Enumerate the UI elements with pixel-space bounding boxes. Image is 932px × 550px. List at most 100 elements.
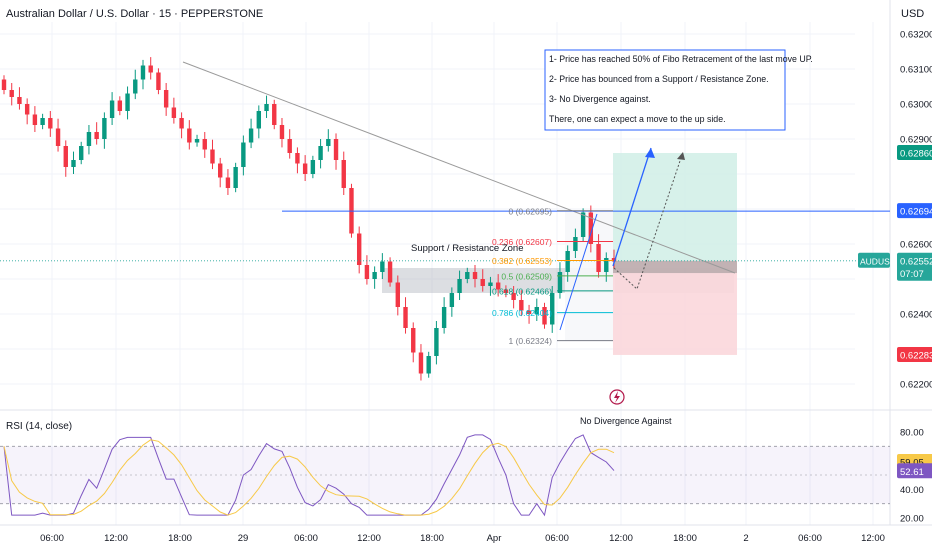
candle-body — [457, 279, 462, 293]
candle-body — [580, 212, 586, 237]
time-label: 18:00 — [168, 533, 192, 544]
impulse-line — [559, 213, 598, 331]
rsi-title: RSI (14, close) — [6, 421, 72, 432]
candles-layer — [1, 57, 617, 381]
price-axis[interactable]: 0.63200 0.63100 0.63000 0.62900 0.62600 0.624… — [858, 30, 932, 391]
time-label: 18:00 — [673, 533, 697, 544]
rsi-ma-label: 59.05 — [900, 458, 924, 469]
candle-body — [503, 289, 509, 293]
candle-body — [86, 132, 92, 146]
current-price-bg — [897, 252, 932, 281]
current-price: 0.62552 — [900, 256, 932, 267]
time-label: 12:00 — [104, 533, 128, 544]
rsi-line — [3, 434, 615, 517]
candle-body — [542, 307, 547, 325]
candle-body — [526, 310, 532, 314]
candle-body — [557, 272, 563, 293]
price-label: 0.62694 — [900, 207, 932, 218]
price-tick: 0.62200 — [900, 380, 932, 391]
candle-body — [117, 100, 123, 111]
time-label: 06:00 — [40, 533, 64, 544]
fib-level-label: 0.786 (0.62404) — [492, 308, 552, 318]
candle-body — [1, 79, 7, 90]
time-label: 06:00 — [545, 533, 569, 544]
time-axis[interactable]: 06:00 12:00 18:00 29 06:00 12:00 18:00 Apr 06:00… — [40, 533, 885, 544]
candle-body — [264, 104, 269, 111]
rsi-ma-line — [3, 439, 615, 516]
candle-body — [17, 97, 22, 104]
projection-arrowhead — [645, 148, 655, 158]
candle-body — [534, 307, 539, 314]
drawings-layer: 0 (0.62695) 0.236 (0.62607) 0.382 (0.62553… — [0, 49, 890, 405]
candle-body — [218, 163, 223, 178]
time-label: 06:00 — [798, 533, 822, 544]
candle-body — [48, 118, 53, 129]
fib-level-label: 0.5 (0.62509) — [501, 271, 552, 281]
rsi-tick: 40.00 — [900, 485, 924, 496]
fib-level-label: 0.236 (0.62607) — [492, 237, 552, 247]
candle-body — [241, 142, 246, 167]
candle-body — [341, 160, 346, 188]
candle-body — [194, 139, 200, 143]
lightning-icon-ring — [609, 389, 625, 405]
candle-body — [163, 90, 169, 108]
candle-body — [140, 65, 146, 80]
candle-body — [202, 139, 207, 150]
candle-body — [79, 146, 84, 160]
candle-body — [488, 282, 493, 286]
candle-body — [248, 128, 254, 143]
candle-body — [94, 132, 99, 139]
candle-body — [40, 118, 45, 125]
price-label-bg — [897, 203, 932, 219]
countdown: 07:07 — [900, 269, 924, 280]
note-line: 2- Price has bounced from a Support / Re… — [549, 74, 769, 84]
candle-body — [480, 279, 485, 286]
projection-dotted-arrowhead — [677, 152, 685, 160]
candle-body — [441, 307, 447, 328]
lightning-icon-bolt — [614, 391, 620, 403]
rsi-tick: 20.00 — [900, 514, 924, 525]
candle-body — [295, 153, 300, 164]
candle-body — [125, 93, 130, 111]
rsi-annotation: No Divergence Against — [580, 416, 672, 426]
candle-body — [310, 160, 316, 174]
descending-trendline — [182, 61, 736, 274]
rsi-pane: RSI (14, close) No Divergence Against 80.0… — [0, 416, 932, 525]
price-label: 0.62283 — [900, 350, 932, 361]
candle-body — [63, 146, 68, 167]
candle-body — [210, 149, 215, 164]
candle-body — [148, 65, 153, 73]
candle-body — [279, 125, 285, 139]
candle-body — [333, 139, 339, 160]
candle-body — [550, 293, 555, 325]
candle-body — [9, 90, 14, 97]
candle-body — [55, 128, 61, 146]
candle-body — [565, 251, 570, 272]
rsi-value: 52.61 — [900, 467, 924, 478]
time-label: 18:00 — [420, 533, 444, 544]
price-label-bg — [897, 346, 932, 362]
candle-body — [24, 104, 30, 115]
candle-body — [411, 328, 416, 353]
price-tick: 0.62900 — [900, 135, 932, 146]
candle-body — [225, 177, 231, 188]
candle-body — [356, 233, 362, 265]
time-label: 12:00 — [357, 533, 381, 544]
rsi-tick: 80.00 — [900, 428, 924, 439]
candle-body — [426, 356, 431, 374]
note-line: There, one can expect a move to the up s… — [549, 114, 726, 124]
note-line: 3- No Divergence against. — [549, 94, 651, 104]
candle-body — [380, 261, 385, 272]
sr-zone-label: Support / Resistance Zone — [411, 243, 523, 254]
price-tick: 0.62600 — [900, 240, 932, 251]
note-line: 1- Price has reached 50% of Fibo Retrace… — [549, 54, 813, 64]
notes-box — [544, 49, 786, 131]
symbol-tag: AUDUSD — [860, 256, 896, 266]
projection-solid — [612, 147, 652, 267]
candle-body — [71, 160, 76, 167]
price-tick: 0.62400 — [900, 310, 932, 321]
fib-level-label: 0.382 (0.62553) — [492, 256, 552, 266]
currency-label[interactable]: USD — [901, 8, 925, 20]
candle-body — [519, 300, 524, 311]
